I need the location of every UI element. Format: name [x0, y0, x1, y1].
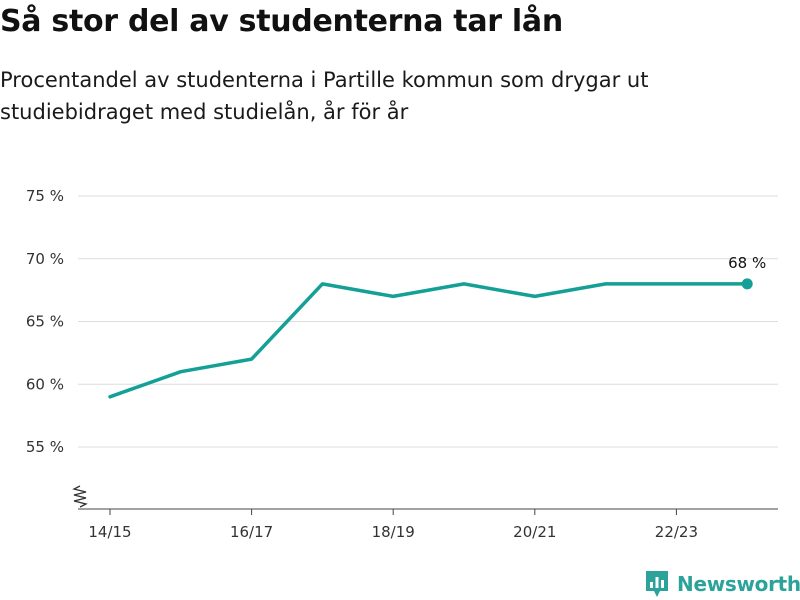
- endpoint-marker: [741, 278, 753, 290]
- x-tick-label: 22/23: [655, 523, 698, 541]
- line-chart: 55 % 60 % 65 % 70 % 75 % 14/15 16/17 18/19 20/2…: [26, 187, 778, 541]
- x-tick-label: 20/21: [513, 523, 556, 541]
- x-axis: [78, 508, 778, 515]
- brand-name: Newsworthy: [677, 572, 800, 596]
- axis-break-icon: [72, 485, 88, 508]
- chart-subtitle: Procentandel av studenterna i Partille k…: [0, 68, 649, 124]
- x-tick-label: 18/19: [372, 523, 415, 541]
- series-polyline: [108, 282, 749, 399]
- chart-title: Så stor del av studenterna tar lån: [0, 4, 563, 39]
- series-endpoint: 68 %: [728, 254, 766, 290]
- newsworthy-logo-icon: [646, 571, 668, 597]
- series-line: [108, 282, 749, 399]
- y-tick-label: 75 %: [26, 187, 64, 205]
- brand-logo: Newsworthy: [644, 568, 800, 600]
- x-tick-label: 14/15: [88, 523, 131, 541]
- y-tick-label: 60 %: [26, 375, 64, 393]
- x-tick-label: 16/17: [230, 523, 273, 541]
- y-tick-label: 70 %: [26, 250, 64, 268]
- y-axis-tick-labels: 55 % 60 % 65 % 70 % 75 %: [26, 187, 64, 456]
- endpoint-value-label: 68 %: [728, 254, 766, 272]
- x-axis-tick-labels: 14/15 16/17 18/19 20/21 22/23: [88, 523, 698, 541]
- gridlines: [78, 195, 778, 448]
- y-tick-label: 65 %: [26, 313, 64, 331]
- y-tick-label: 55 %: [26, 438, 64, 456]
